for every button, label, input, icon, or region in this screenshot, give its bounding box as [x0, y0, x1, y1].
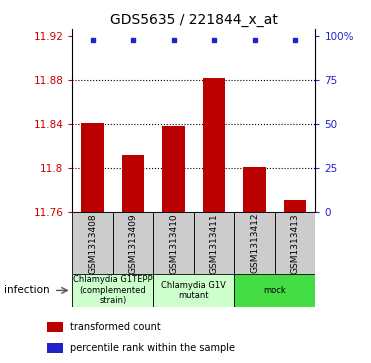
Text: GSM1313410: GSM1313410	[169, 213, 178, 274]
Text: GSM1313409: GSM1313409	[129, 213, 138, 274]
Bar	[47, 322, 63, 332]
Bar	[72, 212, 113, 274]
Bar	[153, 274, 234, 307]
Bar	[194, 212, 234, 274]
Text: GSM1313408: GSM1313408	[88, 213, 97, 274]
Text: infection: infection	[4, 285, 49, 295]
Text: Chlamydia G1V
mutant: Chlamydia G1V mutant	[161, 281, 226, 300]
Bar	[234, 212, 275, 274]
Text: percentile rank within the sample: percentile rank within the sample	[70, 343, 235, 353]
Bar	[284, 200, 306, 212]
Bar	[153, 212, 194, 274]
Bar	[122, 155, 144, 212]
Text: Chlamydia G1TEPP
(complemented
strain): Chlamydia G1TEPP (complemented strain)	[73, 276, 152, 305]
Bar	[203, 78, 225, 212]
Text: mock: mock	[263, 286, 286, 295]
Bar	[72, 274, 153, 307]
Bar	[275, 212, 315, 274]
Bar	[243, 167, 266, 212]
Text: GSM1313413: GSM1313413	[290, 213, 300, 274]
Bar	[82, 123, 104, 212]
Text: GSM1313411: GSM1313411	[210, 213, 219, 274]
Text: GSM1313412: GSM1313412	[250, 213, 259, 273]
Bar	[47, 343, 63, 353]
Bar	[113, 212, 153, 274]
Text: transformed count: transformed count	[70, 322, 161, 332]
Bar	[234, 274, 315, 307]
Title: GDS5635 / 221844_x_at: GDS5635 / 221844_x_at	[110, 13, 278, 26]
Bar	[162, 126, 185, 212]
